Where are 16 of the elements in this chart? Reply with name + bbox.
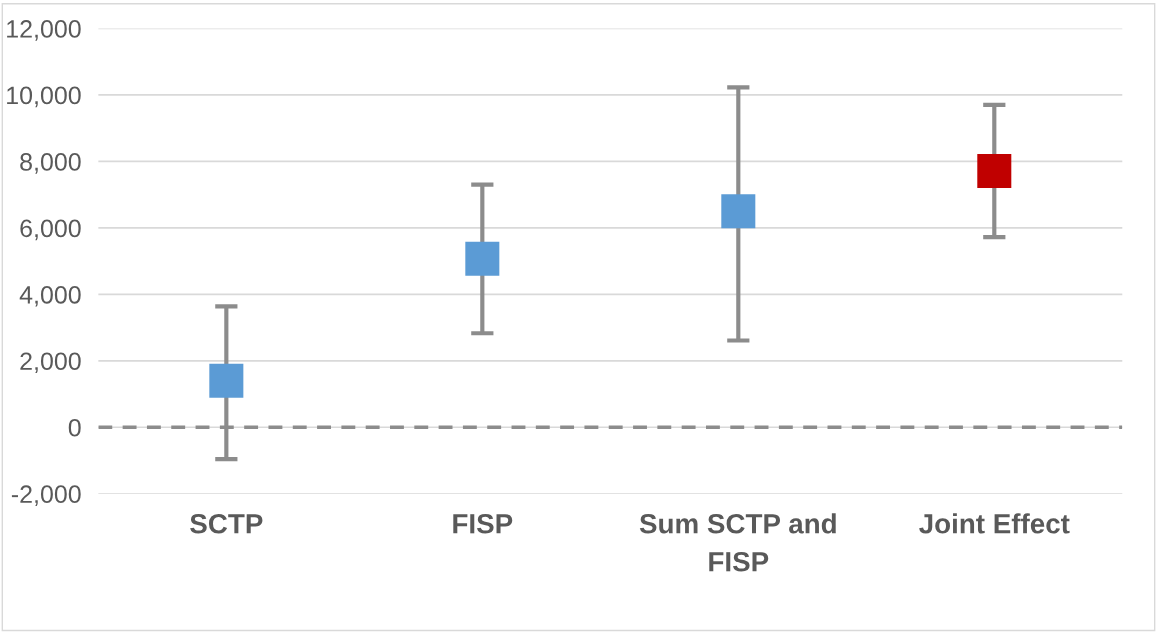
- y-tick-label: 8,000: [20, 153, 81, 174]
- point: [465, 241, 500, 276]
- y-tick-label: 10,000: [7, 86, 81, 108]
- y-tick-label: 2,000: [20, 352, 81, 374]
- y-tick-label: -2,000: [11, 485, 81, 506]
- point: [977, 154, 1012, 189]
- point: [721, 194, 756, 229]
- x-tick-label: Joint Effect: [919, 513, 1070, 534]
- y-tick-label: 6,000: [20, 219, 81, 241]
- x-tick-label: FISP: [453, 513, 513, 534]
- y-tick-label: 12,000: [7, 20, 81, 41]
- y-tick-label: 4,000: [19, 285, 81, 307]
- x-tick-label: Sum SCTP and FISP: [639, 513, 836, 572]
- x-tick-label: SCTP: [190, 513, 263, 534]
- y-tick-label: 0: [68, 418, 81, 437]
- point: [209, 363, 244, 398]
